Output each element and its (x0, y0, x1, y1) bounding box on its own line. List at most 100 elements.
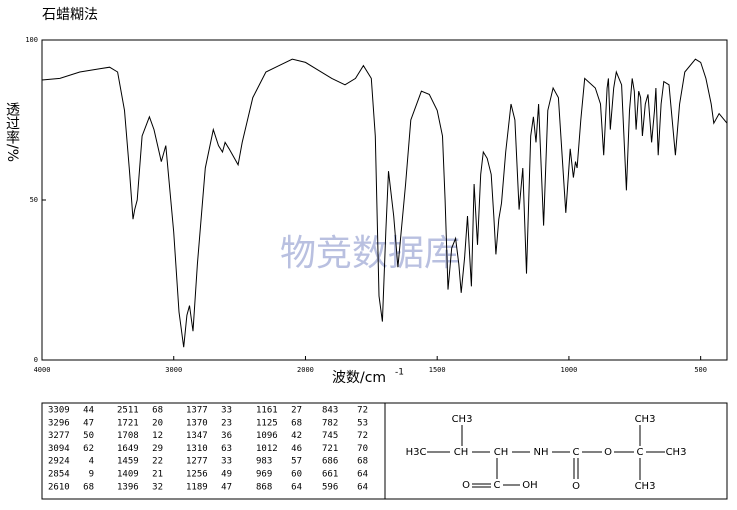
peak-transmittance: 57 (291, 457, 302, 467)
peak-wavenumber: 686 (322, 457, 338, 467)
peak-wavenumber: 969 (256, 470, 272, 480)
peak-wavenumber: 1347 (186, 431, 208, 441)
peak-transmittance: 49 (221, 470, 232, 480)
peak-wavenumber: 3309 (48, 406, 70, 416)
peak-wavenumber: 983 (256, 457, 272, 467)
peak-transmittance: 21 (152, 470, 163, 480)
y-tick-label: 50 (30, 196, 38, 204)
atom-label: OH (522, 480, 537, 491)
peak-wavenumber: 1708 (117, 431, 139, 441)
peak-transmittance: 12 (152, 431, 163, 441)
peak-transmittance: 42 (291, 431, 302, 441)
peak-wavenumber: 745 (322, 431, 338, 441)
peak-transmittance: 33 (221, 406, 232, 416)
peak-transmittance: 20 (152, 418, 163, 428)
peak-transmittance: 64 (357, 482, 368, 492)
x-tick-label: 1000 (560, 366, 577, 374)
x-axis-label-sup: -1 (395, 368, 404, 378)
peak-transmittance: 47 (83, 418, 94, 428)
peak-transmittance: 27 (291, 406, 302, 416)
plot-frame (41, 39, 728, 361)
peak-transmittance: 44 (83, 406, 94, 416)
structure-bonds (427, 425, 665, 488)
peak-wavenumber: 3094 (48, 444, 70, 454)
x-axis-label: 波数/cm (332, 370, 386, 386)
structure-frame (384, 402, 728, 500)
peak-transmittance: 53 (357, 418, 368, 428)
peak-wavenumber: 1256 (186, 470, 208, 480)
peak-wavenumber: 721 (322, 444, 338, 454)
peak-wavenumber: 1649 (117, 444, 139, 454)
peak-transmittance: 62 (83, 444, 94, 454)
structure: CH3 H3C CH CH NH C O C CH3 CH3 CH3 O C O… (406, 414, 687, 492)
atom-label: CH3 (452, 414, 473, 425)
atom-label: C (573, 447, 580, 458)
x-tick-label: 3000 (165, 366, 182, 374)
watermark: 物竞数据库 (280, 233, 460, 274)
peak-transmittance: 23 (221, 418, 232, 428)
peak-transmittance: 68 (291, 418, 302, 428)
peak-wavenumber: 1189 (186, 482, 208, 492)
peak-transmittance: 36 (221, 431, 232, 441)
atom-label: H3C (406, 447, 427, 458)
peak-transmittance: 47 (221, 482, 232, 492)
peak-wavenumber: 1012 (256, 444, 278, 454)
peak-transmittance: 22 (152, 457, 163, 467)
peak-wavenumber: 1370 (186, 418, 208, 428)
peak-wavenumber: 2924 (48, 457, 70, 467)
atom-label: O (462, 480, 470, 491)
peak-transmittance: 32 (152, 482, 163, 492)
peak-wavenumber: 1409 (117, 470, 139, 480)
atom-label: NH (534, 447, 549, 458)
atom-label: CH (454, 447, 469, 458)
peak-transmittance: 63 (221, 444, 232, 454)
peak-wavenumber: 782 (322, 418, 338, 428)
peak-transmittance: 9 (89, 470, 94, 480)
peak-transmittance: 68 (357, 457, 368, 467)
peak-wavenumber: 1161 (256, 406, 278, 416)
peak-wavenumber: 3277 (48, 431, 70, 441)
peak-transmittance: 33 (221, 457, 232, 467)
spectrum-line (41, 58, 728, 348)
peak-transmittance: 50 (83, 431, 94, 441)
peak-wavenumber: 3296 (48, 418, 70, 428)
atom-label: O (604, 447, 612, 458)
peak-wavenumber: 2511 (117, 406, 139, 416)
atom-label: CH3 (635, 414, 656, 425)
peak-transmittance: 64 (291, 482, 302, 492)
peak-transmittance: 60 (291, 470, 302, 480)
x-tick-label: 1500 (429, 366, 446, 374)
peak-wavenumber: 661 (322, 470, 338, 480)
atom-label: C (494, 480, 501, 491)
peak-transmittance: 4 (89, 457, 94, 467)
peak-wavenumber: 1125 (256, 418, 278, 428)
peak-wavenumber: 843 (322, 406, 338, 416)
peak-transmittance: 29 (152, 444, 163, 454)
x-tick-label: 500 (694, 366, 707, 374)
peak-wavenumber: 868 (256, 482, 272, 492)
y-tick-label: 100 (25, 36, 38, 44)
peak-wavenumber: 1459 (117, 457, 139, 467)
peak-wavenumber: 1721 (117, 418, 139, 428)
x-tick-label: 2000 (297, 366, 314, 374)
atom-label: CH3 (666, 447, 687, 458)
atom-label: C (637, 447, 644, 458)
peak-transmittance: 46 (291, 444, 302, 454)
page-title: 石蜡糊法 (42, 7, 98, 23)
peak-transmittance: 72 (357, 431, 368, 441)
x-tick-label: 4000 (34, 366, 51, 374)
peak-wavenumber: 596 (322, 482, 338, 492)
peak-wavenumber: 1277 (186, 457, 208, 467)
y-tick-label: 0 (34, 356, 38, 364)
peak-wavenumber: 1310 (186, 444, 208, 454)
peak-wavenumber: 1096 (256, 431, 278, 441)
peak-wavenumber: 2610 (48, 482, 70, 492)
atom-label: O (572, 481, 580, 492)
peak-transmittance: 68 (152, 406, 163, 416)
peak-wavenumber: 2854 (48, 470, 70, 480)
atom-label: CH3 (635, 481, 656, 492)
peak-wavenumber: 1396 (117, 482, 139, 492)
peak-transmittance: 72 (357, 406, 368, 416)
y-axis-label: 透过率/% (4, 102, 20, 162)
